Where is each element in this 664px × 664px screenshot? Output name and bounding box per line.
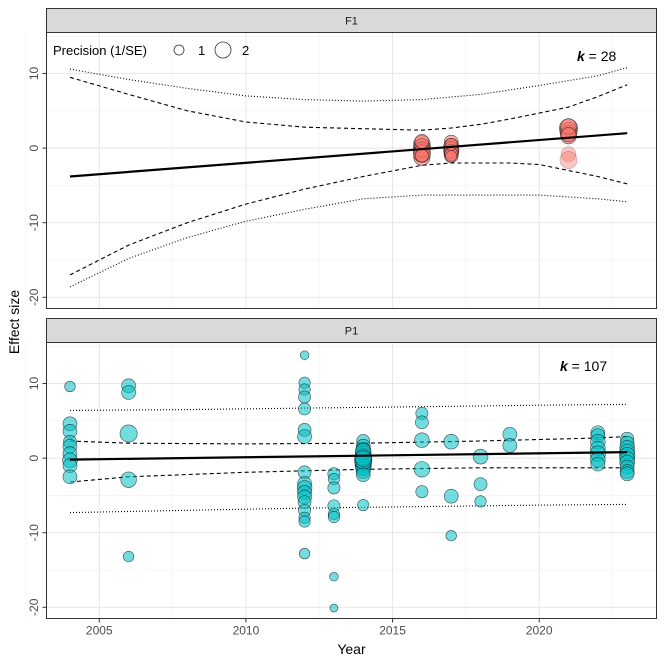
panel-f1-grid [25,32,657,309]
data-point [472,448,489,465]
regression-line [69,132,628,178]
data-point [357,499,370,512]
data-point [298,390,311,404]
panel-p1-k-value: = 107 [568,358,608,374]
data-point [415,415,429,430]
data-point [559,151,578,169]
panel-f1-y-axis: 10 0 -10 -20 [27,67,47,306]
y-tick-label: 0 [27,144,41,151]
legend-title: Precision (1/SE) [53,43,147,58]
panel-p1-strip-label: P1 [345,326,358,338]
ci-inner-upper-line [69,76,628,131]
data-point [413,461,430,478]
panel-p1-border [46,342,657,619]
panel-f1: F1 k = 28 10 0 -10 -20 Precision (1/SE) 1 2 [25,8,657,309]
panel-f1-strip-label: F1 [345,16,358,28]
data-point [415,148,429,163]
data-point [121,385,136,400]
legend-key-circle-2 [214,41,232,59]
panel-p1-strip [46,318,657,343]
panel-p1-fit [69,451,628,461]
data-point [327,481,341,495]
legend: Precision (1/SE) 1 2 [53,41,249,59]
y-tick-label: -10 [27,524,41,542]
data-point [298,548,311,560]
data-point [297,429,312,444]
panel-f1-strip [46,8,657,33]
data-point [298,402,311,416]
data-point [445,530,457,542]
panel-f1-k-label: k = 28 [577,48,617,64]
x-tick-label: 2020 [526,624,553,638]
data-point [62,469,78,485]
data-point [444,137,458,151]
legend-label-2: 2 [242,43,249,58]
legend-key-circle-1 [173,44,185,56]
data-point [473,477,488,492]
y-tick-label: -20 [27,598,41,616]
ci-inner-lower-line [69,162,628,276]
ci-outer-lower-line [69,503,628,514]
y-axis-title: Effect size [6,290,22,355]
panel-p1: P1 k = 107 10 0 -10 -20 [25,318,657,619]
panel-p1-k-label: k = 107 [560,358,607,374]
data-point [445,150,458,163]
panel-f1-confidence-bands [69,67,628,288]
panel-p1-k-symbol: k [560,358,569,374]
x-tick-label: 2010 [233,624,260,638]
data-point [354,449,372,467]
data-point [590,456,606,472]
data-point [560,146,577,162]
data-point [123,550,135,563]
x-axis-title: Year [337,641,366,657]
data-point [329,603,339,613]
panel-f1-k-value: = 28 [585,48,617,64]
x-axis: 2005 2010 2015 2020 [86,618,553,638]
data-point [414,432,430,448]
data-point [443,434,459,450]
data-point [474,495,487,508]
panel-f1-k-symbol: k [577,48,586,64]
data-point [443,488,459,504]
data-point [329,572,339,582]
panel-p1-background [46,342,657,619]
y-tick-label: 10 [27,377,41,391]
y-tick-label: 0 [27,454,41,461]
panel-f1-border [46,32,657,309]
data-point [298,515,311,528]
x-tick-label: 2005 [86,624,113,638]
y-tick-label: -20 [27,288,41,306]
data-point [120,471,137,488]
y-tick-label: -10 [27,214,41,232]
panel-f1-fit [69,132,628,178]
data-point [119,424,138,443]
ci-outer-upper-line [69,67,628,102]
y-tick-label: 10 [27,67,41,81]
data-point [327,511,340,524]
data-point [502,438,518,453]
data-point [619,466,635,482]
data-point [415,485,429,499]
data-point [299,350,310,360]
x-tick-label: 2015 [379,624,406,638]
data-point [64,380,76,393]
panel-p1-y-axis: 10 0 -10 -20 [27,377,47,616]
data-point [355,467,371,482]
ci-outer-upper-line [69,403,628,411]
legend-label-1: 1 [198,43,205,58]
data-point [560,126,577,143]
data-point [414,134,430,149]
regression-line [69,451,628,461]
